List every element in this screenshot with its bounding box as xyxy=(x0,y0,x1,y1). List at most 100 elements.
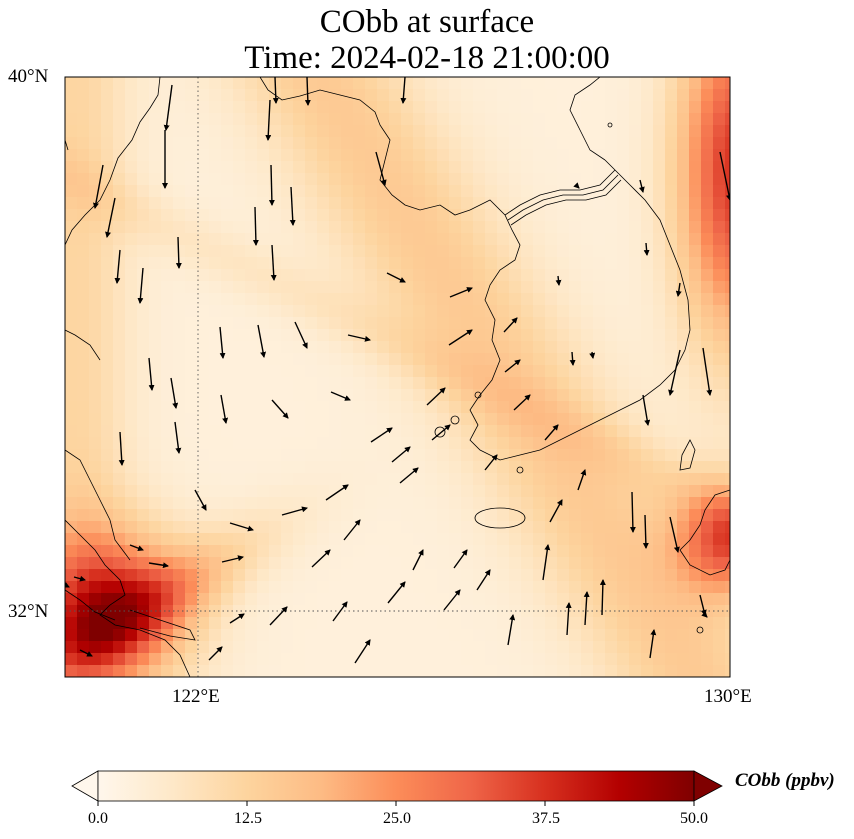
wind-arrow xyxy=(412,549,424,571)
map-title-line1: CObb at surface xyxy=(319,4,535,40)
wind-arrow xyxy=(219,326,226,359)
wind-arrow xyxy=(268,164,275,206)
wind-arrow xyxy=(569,351,576,366)
wind-arrow xyxy=(65,582,70,588)
wind-arrow xyxy=(163,84,173,131)
xtick-130E: 130°E xyxy=(704,686,752,707)
wind-arrow xyxy=(443,589,461,611)
wind-arrow xyxy=(325,484,349,501)
concentration-field xyxy=(65,77,730,677)
wind-arrow xyxy=(643,242,650,256)
wind-arrow xyxy=(476,569,491,591)
wind-arrow xyxy=(668,349,681,396)
wind-arrow xyxy=(669,516,680,553)
wind-arrow xyxy=(304,77,311,106)
wind-arrow xyxy=(391,446,411,463)
wind-arrow xyxy=(599,579,606,616)
wind-arrow xyxy=(386,272,406,283)
wind-arrow xyxy=(311,549,331,568)
wind-arrow xyxy=(642,514,649,549)
wind-arrow xyxy=(170,377,179,409)
coastlines xyxy=(65,77,730,677)
wind-arrow xyxy=(229,613,245,624)
wind-arrow xyxy=(281,506,308,516)
ytick-32N: 32°N xyxy=(8,601,49,622)
colorbar-tick-1: 12.5 xyxy=(234,810,262,827)
wind-arrow xyxy=(448,329,473,346)
wind-vectors xyxy=(65,77,730,664)
colorbar-tick-4: 50.0 xyxy=(680,810,708,827)
wind-arrow xyxy=(453,549,468,569)
wind-arrow xyxy=(504,359,521,373)
wind-arrow xyxy=(426,387,446,406)
xtick-122E: 122°E xyxy=(172,686,220,707)
wind-arrow xyxy=(330,391,351,401)
wind-arrow xyxy=(73,575,86,582)
wind-arrow xyxy=(221,555,244,563)
wind-arrow xyxy=(544,424,559,441)
wind-arrow xyxy=(92,164,104,209)
wind-arrow xyxy=(229,522,254,532)
ytick-40N: 40°N xyxy=(8,66,49,87)
wind-arrow xyxy=(387,581,406,604)
wind-arrow xyxy=(638,179,645,193)
colorbar-tick-2: 25.0 xyxy=(383,810,411,827)
wind-arrow xyxy=(629,491,636,533)
wind-arrow xyxy=(370,427,393,443)
wind-arrow xyxy=(484,454,498,471)
wind-arrow xyxy=(431,424,451,441)
wind-arrow xyxy=(573,182,580,189)
wind-arrow xyxy=(175,236,182,269)
wind-arrow xyxy=(555,275,562,286)
wind-arrow xyxy=(220,394,229,424)
wind-arrow xyxy=(257,324,267,358)
wind-arrow xyxy=(294,321,308,349)
wind-arrow xyxy=(399,467,419,484)
wind-arrow xyxy=(114,249,121,284)
wind-arrow xyxy=(507,614,516,646)
colorbar-label: CObb (ppbv) xyxy=(735,770,835,791)
wind-arrow xyxy=(118,431,125,466)
wind-arrow xyxy=(449,287,473,298)
wind-arrow xyxy=(503,317,518,333)
wind-arrow xyxy=(129,544,144,552)
wind-arrow xyxy=(105,197,116,238)
wind-arrow xyxy=(649,629,657,659)
wind-arrow xyxy=(589,351,596,359)
plot-frame xyxy=(64,76,731,678)
wind-arrow xyxy=(271,399,289,419)
wind-arrow xyxy=(400,77,407,104)
map-title-line2: Time: 2024-02-18 21:00:00 xyxy=(244,40,610,76)
wind-arrow xyxy=(675,282,682,297)
wind-arrow xyxy=(270,244,277,281)
wind-arrow xyxy=(265,99,272,141)
wind-arrow xyxy=(347,334,371,342)
wind-arrow xyxy=(148,357,155,391)
wind-arrow xyxy=(642,394,651,426)
wind-arrow xyxy=(174,421,182,454)
wind-arrow xyxy=(208,646,223,661)
wind-arrow xyxy=(549,499,563,523)
wind-arrow xyxy=(137,267,144,304)
wind-arrow xyxy=(577,469,587,491)
wind-arrow xyxy=(272,77,279,104)
wind-arrow xyxy=(375,151,387,186)
wind-arrow xyxy=(583,591,590,626)
wind-arrow xyxy=(269,606,288,626)
wind-arrow xyxy=(719,151,730,201)
colorbar xyxy=(71,770,723,806)
wind-arrow xyxy=(565,602,572,636)
wind-arrow xyxy=(343,519,361,541)
wind-arrow xyxy=(79,649,93,657)
wind-arrow xyxy=(702,347,713,396)
wind-arrow xyxy=(148,562,169,569)
wind-arrow xyxy=(289,186,296,226)
colorbar-tick-3: 37.5 xyxy=(532,810,560,827)
gridlines xyxy=(65,77,730,677)
colorbar-tick-0: 0.0 xyxy=(88,810,108,827)
wind-arrow xyxy=(513,394,531,411)
wind-arrow xyxy=(194,489,207,511)
wind-arrow xyxy=(354,639,371,664)
wind-arrow xyxy=(252,206,259,246)
